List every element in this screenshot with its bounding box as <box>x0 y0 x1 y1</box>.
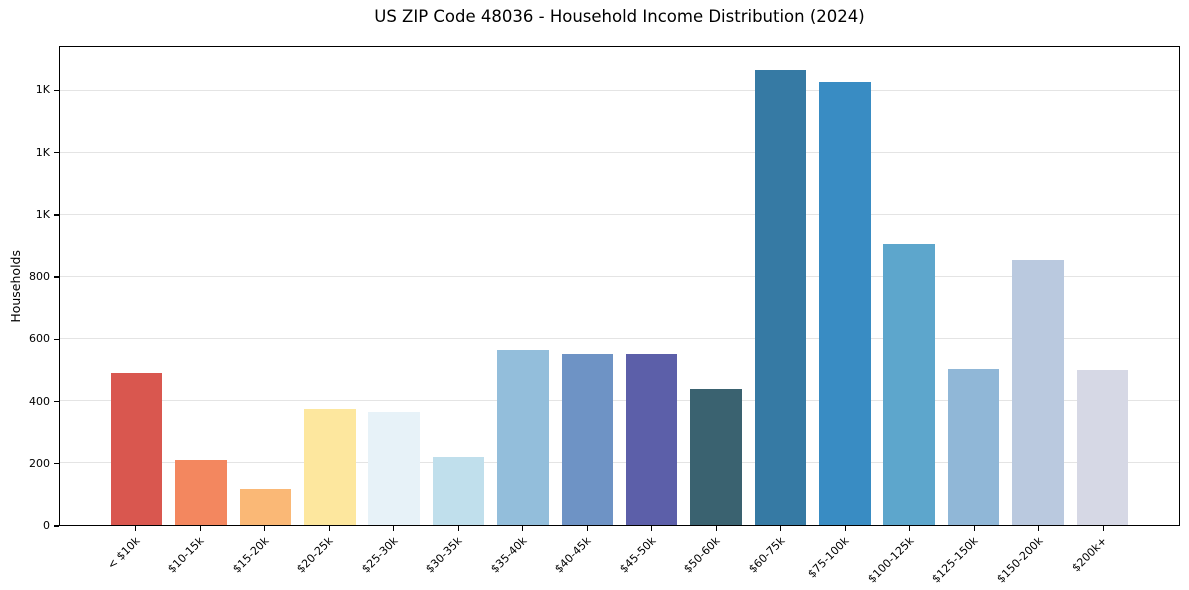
bar <box>947 369 1000 525</box>
bar <box>110 373 163 525</box>
y-tick-label: 1K <box>35 83 50 97</box>
y-tick-label: 1K <box>35 145 50 159</box>
x-tick-mark <box>780 526 782 531</box>
bar <box>1012 260 1064 525</box>
gridline <box>60 214 1179 216</box>
y-tick-mark <box>54 463 59 465</box>
bar <box>819 82 871 525</box>
x-tick-mark <box>199 526 201 531</box>
bar <box>1076 370 1129 525</box>
x-tick-mark <box>522 526 524 531</box>
y-tick-mark <box>54 214 59 216</box>
bar <box>497 350 549 525</box>
bar <box>625 354 678 525</box>
bar <box>432 456 485 525</box>
x-tick-mark <box>909 526 911 531</box>
x-tick-mark <box>973 526 975 531</box>
x-tick-mark <box>1038 526 1040 531</box>
y-tick-label: 200 <box>29 456 50 470</box>
bar <box>239 489 292 525</box>
x-tick-mark <box>586 526 588 531</box>
x-tick-mark <box>328 526 330 531</box>
y-tick-label: 0 <box>43 519 50 532</box>
y-axis-label-wrap: Households <box>2 46 28 526</box>
y-tick-label: 800 <box>29 270 50 284</box>
bar <box>754 69 807 525</box>
y-tick-mark <box>54 152 59 154</box>
x-tick-mark <box>135 526 137 531</box>
y-axis-label: Households <box>7 249 23 323</box>
x-tick-mark <box>1102 526 1104 531</box>
gridline <box>60 152 1179 154</box>
x-tick-mark <box>844 526 846 531</box>
x-tick-mark <box>715 526 717 531</box>
bar <box>175 459 227 525</box>
y-tick-mark <box>54 276 59 278</box>
y-tick-label: 600 <box>29 332 50 346</box>
y-tick-mark <box>54 525 59 527</box>
y-tick-label: 1K <box>35 207 50 221</box>
y-tick-mark <box>54 89 59 92</box>
chart-title: US ZIP Code 48036 - Household Income Dis… <box>374 7 865 26</box>
x-tick-mark <box>457 526 459 531</box>
y-tick-label: 400 <box>29 394 50 408</box>
bar <box>304 409 356 525</box>
gridline <box>60 90 1179 92</box>
gridline <box>60 276 1179 278</box>
x-tick-mark <box>651 526 653 531</box>
gridline <box>60 400 1179 402</box>
y-tick-mark <box>54 338 59 341</box>
x-tick-mark <box>264 526 266 531</box>
plot-area <box>59 46 1180 526</box>
x-tick-mark <box>393 526 395 531</box>
bar <box>368 411 420 525</box>
bar <box>883 243 935 525</box>
y-tick-mark <box>54 400 59 403</box>
x-tick-label: < $10k <box>104 534 143 572</box>
gridline <box>60 338 1179 340</box>
gridline <box>60 462 1179 464</box>
bar <box>561 354 614 525</box>
bar <box>690 388 742 525</box>
